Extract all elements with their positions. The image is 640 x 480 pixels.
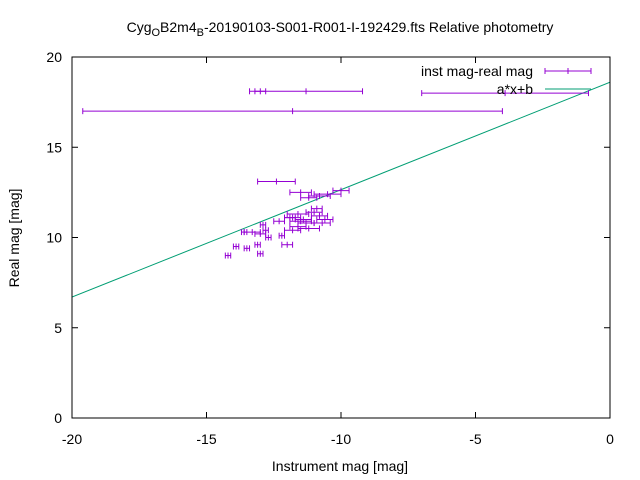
data-point — [284, 227, 302, 234]
data-point — [254, 88, 267, 95]
legend: inst mag-real mag a*x+b — [421, 63, 592, 97]
data-point — [82, 108, 503, 115]
x-tick-label: 0 — [606, 431, 614, 447]
legend-label: inst mag-real mag — [421, 63, 533, 79]
data-point — [421, 90, 589, 97]
title-subscript-2: B — [197, 27, 204, 39]
data-point — [273, 218, 286, 225]
data-point — [310, 212, 329, 219]
data-point — [281, 241, 294, 248]
data-point — [289, 189, 312, 196]
y-tick-label: 20 — [46, 49, 62, 65]
data-point — [249, 88, 364, 95]
data-point — [332, 187, 350, 194]
data-point — [284, 214, 296, 221]
title-subscript-1: O — [151, 27, 160, 39]
data-point — [278, 232, 286, 239]
data-point — [316, 216, 334, 223]
x-axis-label: Instrument mag [mag] — [272, 458, 408, 474]
data-point — [286, 211, 310, 218]
data-point — [257, 250, 264, 257]
x-tick-label: -5 — [469, 431, 482, 447]
data-point — [308, 192, 331, 199]
x-tick-label: -10 — [331, 431, 351, 447]
y-tick-label: 0 — [54, 410, 62, 426]
y-tick-label: 15 — [46, 139, 62, 155]
series-layer — [72, 81, 610, 298]
y-tick-label: 10 — [46, 230, 62, 246]
tick-layer: -20 -15 -10 -5 0 0 5 10 15 20 — [46, 49, 614, 447]
data-point — [259, 221, 267, 228]
y-axis-label: Real mag [mag] — [6, 189, 22, 288]
chart-title: CygOB2m4B-20190103-S001-R001-I-192429.ft… — [127, 19, 554, 39]
y-tick-label: 5 — [54, 320, 62, 336]
title-rest: -20190103-S001-R001-I-192429.fts Relativ… — [204, 19, 553, 35]
data-point — [300, 194, 318, 201]
data-point — [224, 252, 232, 259]
title-prefix: Cyg — [127, 19, 152, 35]
data-point — [243, 245, 251, 252]
title-middle: B2m4 — [160, 19, 197, 35]
data-point — [313, 220, 331, 227]
data-point — [232, 243, 240, 250]
x-tick-label: -15 — [196, 431, 216, 447]
data-point — [257, 178, 296, 185]
data-point — [310, 205, 323, 212]
data-point — [265, 234, 272, 241]
plot-frame — [71, 56, 611, 419]
data-point — [240, 229, 248, 236]
legend-label: a*x+b — [497, 81, 533, 97]
x-tick-label: -20 — [62, 431, 82, 447]
data-point — [254, 241, 261, 248]
